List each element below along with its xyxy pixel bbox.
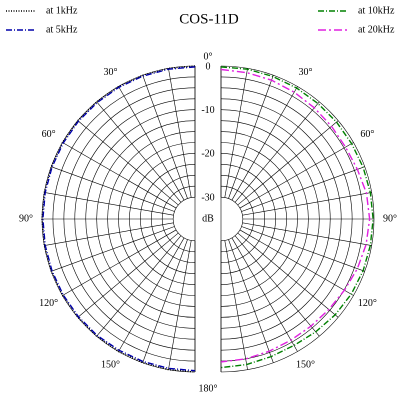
legend-label: at 1kHz xyxy=(46,5,78,16)
grid-spoke xyxy=(231,237,298,352)
series-line xyxy=(220,68,371,363)
theta-tick-label: 60° xyxy=(42,129,56,140)
series-line xyxy=(220,66,374,369)
grid-spoke xyxy=(228,75,274,199)
grid-spoke xyxy=(239,229,354,296)
grid-spoke xyxy=(96,235,182,337)
theta-tick-label: 30° xyxy=(104,67,118,78)
grid-ring xyxy=(220,196,244,242)
theta-tick-label: 120° xyxy=(39,298,58,309)
r-tick-label: -20 xyxy=(201,149,214,160)
series-line xyxy=(42,66,196,372)
theta-tick-label: 120° xyxy=(358,298,377,309)
theta-tick-label: 180° xyxy=(199,383,218,394)
grid-spoke xyxy=(239,142,354,209)
theta-tick-label: 90° xyxy=(383,213,397,224)
series-line xyxy=(41,65,196,373)
grid-spoke xyxy=(142,239,188,363)
legend-label: at 10kHz xyxy=(358,5,395,16)
legend-label: at 20kHz xyxy=(358,24,395,35)
r-tick-label: -10 xyxy=(201,105,214,116)
grid-ring xyxy=(172,196,196,242)
grid-spoke xyxy=(241,166,365,212)
grid-spoke xyxy=(118,86,185,201)
theta-tick-label: 60° xyxy=(360,129,374,140)
grid-spoke xyxy=(224,68,248,198)
grid-spoke xyxy=(231,86,298,201)
theta-tick-label: 0° xyxy=(204,51,213,62)
grid-spoke xyxy=(118,237,185,352)
chart-title: COS-11D xyxy=(179,11,239,27)
grid-spoke xyxy=(77,120,179,206)
grid-spoke xyxy=(234,101,320,203)
grid-spoke xyxy=(77,232,179,318)
grid-spoke xyxy=(241,226,365,272)
grid-spoke xyxy=(224,240,248,370)
theta-tick-label: 90° xyxy=(19,213,33,224)
grid-spoke xyxy=(242,192,372,216)
r-tick-label: -30 xyxy=(201,192,214,203)
grid-spoke xyxy=(168,240,192,370)
theta-tick-label: 30° xyxy=(299,67,313,78)
grid-spoke xyxy=(237,120,339,206)
grid-spoke xyxy=(44,222,174,246)
grid-spoke xyxy=(51,166,175,212)
grid-spoke xyxy=(234,235,320,337)
grid-spoke xyxy=(237,232,339,318)
legend-label: at 5kHz xyxy=(46,24,78,35)
r-axis-label: dB xyxy=(202,213,214,224)
grid-spoke xyxy=(51,226,175,272)
grid-spoke xyxy=(62,229,177,296)
grid-spoke xyxy=(242,222,372,246)
theta-tick-label: 150° xyxy=(296,360,315,371)
grid-spoke xyxy=(142,75,188,199)
grid-spoke xyxy=(96,101,182,203)
theta-tick-label: 150° xyxy=(101,360,120,371)
grid-spoke xyxy=(168,68,192,198)
grid-spoke xyxy=(62,142,177,209)
grid-spoke xyxy=(228,239,274,363)
r-tick-label: 0 xyxy=(206,61,211,72)
grid-spoke xyxy=(44,192,174,216)
